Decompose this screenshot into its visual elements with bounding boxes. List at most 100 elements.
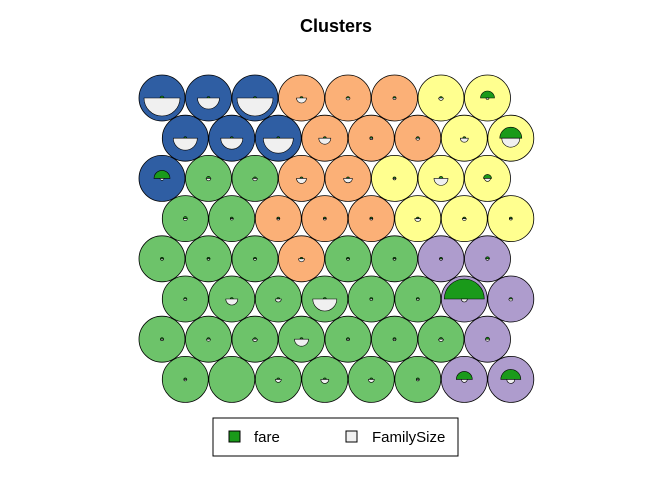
familysize-segment bbox=[296, 97, 307, 104]
familysize-segment bbox=[346, 258, 350, 261]
fare-segment bbox=[499, 126, 523, 139]
som-unit bbox=[138, 154, 186, 202]
familysize-segment bbox=[320, 379, 330, 384]
som-unit bbox=[254, 114, 302, 162]
som-unit bbox=[185, 74, 232, 122]
familysize-segment bbox=[508, 218, 513, 221]
som-unit bbox=[487, 355, 535, 403]
legend-box bbox=[212, 417, 459, 457]
familysize-segment bbox=[369, 298, 374, 301]
familysize-segment bbox=[433, 178, 449, 186]
familysize-segment bbox=[485, 338, 490, 342]
som-unit bbox=[464, 154, 511, 202]
familysize-segment bbox=[369, 137, 374, 140]
chart-title: Clusters bbox=[300, 16, 372, 36]
fare-segment bbox=[500, 369, 522, 380]
familysize-segment bbox=[415, 298, 420, 301]
units-layer bbox=[138, 74, 535, 403]
som-unit bbox=[487, 114, 535, 162]
familysize-segment bbox=[160, 258, 164, 261]
familysize-segment bbox=[460, 379, 468, 383]
familysize-segment bbox=[298, 258, 305, 263]
familysize-segment bbox=[392, 258, 397, 261]
familysize-segment bbox=[183, 379, 188, 382]
familysize-segment bbox=[252, 338, 258, 342]
som-unit bbox=[464, 315, 511, 363]
som-unit bbox=[231, 315, 279, 363]
fare-segment bbox=[443, 278, 485, 300]
som-unit bbox=[324, 154, 372, 202]
som-unit bbox=[324, 315, 372, 363]
familysize-segment bbox=[143, 97, 181, 117]
fare-segment bbox=[153, 170, 171, 179]
som-unit bbox=[185, 235, 232, 283]
som-unit bbox=[324, 235, 372, 283]
som-unit bbox=[254, 195, 302, 243]
som-unit bbox=[347, 355, 395, 403]
familysize-segment bbox=[206, 338, 211, 342]
familysize-segment bbox=[312, 298, 338, 312]
som-unit bbox=[440, 114, 488, 162]
familysize-segment bbox=[501, 137, 521, 148]
legend-label-familysize: FamilySize bbox=[372, 429, 445, 446]
familysize-segment bbox=[484, 178, 491, 182]
familysize-segment bbox=[262, 137, 294, 154]
familysize-segment bbox=[182, 218, 188, 221]
som-unit bbox=[138, 315, 186, 363]
som-unit bbox=[185, 315, 232, 363]
familysize-segment bbox=[296, 178, 307, 184]
som-unit bbox=[487, 195, 535, 243]
familysize-segment bbox=[229, 218, 234, 221]
legend: fare FamilySize bbox=[212, 417, 459, 457]
som-unit bbox=[301, 114, 349, 162]
familysize-segment bbox=[392, 338, 397, 341]
som-unit bbox=[371, 315, 418, 363]
legend-swatch-fare bbox=[228, 430, 241, 443]
fare-segment bbox=[480, 90, 495, 99]
familysize-segment bbox=[183, 298, 188, 301]
som-unit bbox=[278, 74, 325, 122]
som-unit bbox=[371, 154, 418, 202]
som-unit bbox=[417, 74, 465, 122]
familysize-segment bbox=[506, 379, 516, 384]
familysize-segment bbox=[160, 338, 164, 341]
familysize-segment bbox=[460, 298, 468, 303]
familysize-segment bbox=[274, 298, 282, 303]
familysize-segment bbox=[459, 137, 469, 143]
familysize-segment bbox=[415, 137, 421, 141]
familysize-segment bbox=[414, 218, 422, 222]
som-unit bbox=[161, 195, 209, 243]
som-unit bbox=[301, 195, 349, 243]
familysize-segment bbox=[485, 97, 490, 100]
som-unit bbox=[394, 275, 442, 323]
som-unit bbox=[417, 154, 465, 202]
som-unit bbox=[161, 275, 209, 323]
familysize-segment bbox=[197, 97, 220, 110]
som-unit bbox=[464, 235, 511, 283]
familysize-segment bbox=[294, 338, 309, 347]
familysize-segment bbox=[343, 178, 353, 184]
som-unit bbox=[347, 195, 395, 243]
familysize-segment bbox=[236, 97, 274, 117]
som-unit bbox=[208, 355, 256, 403]
familysize-segment bbox=[172, 137, 198, 151]
som-unit bbox=[161, 114, 209, 162]
som-unit bbox=[208, 275, 256, 323]
familysize-segment bbox=[367, 379, 375, 383]
familysize-segment bbox=[276, 218, 281, 221]
som-unit bbox=[301, 275, 349, 323]
som-unit bbox=[417, 235, 465, 283]
familysize-segment bbox=[415, 379, 420, 382]
familysize-segment bbox=[369, 218, 374, 221]
familysize-segment bbox=[252, 178, 258, 182]
som-unit bbox=[138, 74, 186, 122]
som-unit bbox=[417, 315, 465, 363]
som-unit bbox=[324, 74, 372, 122]
familysize-segment bbox=[274, 379, 282, 383]
som-unit bbox=[254, 355, 302, 403]
familysize-segment bbox=[318, 137, 332, 145]
som-unit bbox=[208, 114, 256, 162]
som-unit bbox=[371, 235, 418, 283]
